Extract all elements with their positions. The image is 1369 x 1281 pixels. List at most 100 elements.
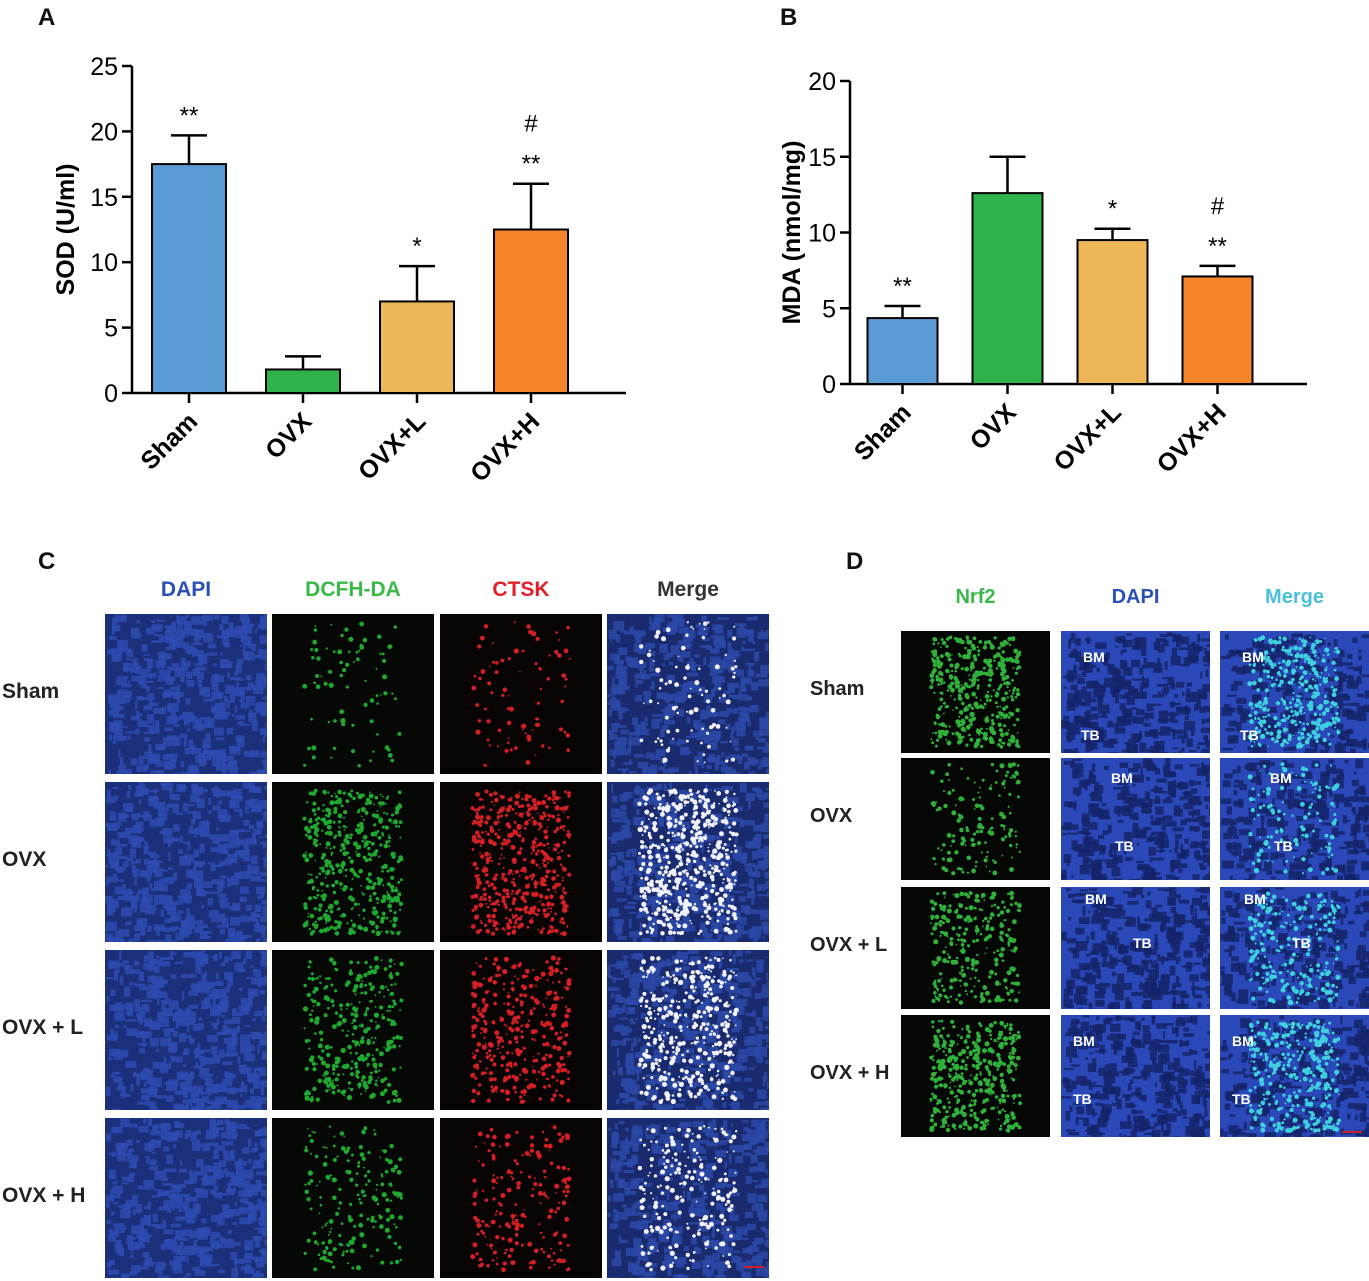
panel-d-row-header-1: OVX bbox=[810, 805, 853, 827]
chart-0-bar-1 bbox=[265, 368, 341, 394]
trabecular-bone-label: TB bbox=[1115, 838, 1134, 854]
bone-marrow-label: BM bbox=[1232, 1033, 1254, 1049]
panel-c-image-tile bbox=[607, 950, 769, 1110]
panel-c-image-tile bbox=[440, 614, 602, 774]
panel-d-image-tile bbox=[901, 758, 1050, 880]
panel-d-column-header-1: DAPI bbox=[1111, 586, 1160, 608]
panel-c-column-header-0: DAPI bbox=[160, 578, 212, 601]
chart-1-bar-3 bbox=[1181, 275, 1254, 385]
chart-0-ylabel: SOD (U/ml) bbox=[52, 164, 80, 296]
chart-1-significance-3-0: ** bbox=[1208, 233, 1227, 260]
chart-1-ytick-label: 20 bbox=[808, 68, 836, 96]
panel-c-row-header-3: OVX + H bbox=[2, 1184, 86, 1207]
chart-0-category-label-2: OVX+L bbox=[353, 407, 431, 485]
chart-1-category-label-0: Sham bbox=[849, 398, 917, 466]
bone-marrow-label: BM bbox=[1111, 770, 1133, 786]
panel-c-image-tile bbox=[607, 1118, 769, 1278]
panel-c-column-header-2: CTSK bbox=[492, 578, 550, 601]
panel-d-image-tile: BM TB bbox=[1220, 758, 1369, 880]
panel-d-image-tile bbox=[901, 887, 1050, 1009]
chart-0-category-label-0: Sham bbox=[135, 407, 203, 475]
panel-d-row-header-2: OVX + L bbox=[810, 934, 888, 956]
chart-1-ytick-label: 0 bbox=[822, 371, 836, 399]
chart-1-ylabel: MDA (nmol/mg) bbox=[778, 141, 806, 325]
bone-marrow-label: BM bbox=[1085, 891, 1107, 907]
chart-1-category-label-1: OVX bbox=[965, 398, 1022, 455]
trabecular-bone-label: TB bbox=[1081, 727, 1100, 743]
panel-d-column-header-2: Merge bbox=[1265, 586, 1324, 608]
panel-d-image-tile: BM TB bbox=[1220, 1015, 1369, 1137]
panel-letter-a: A bbox=[38, 4, 56, 31]
panel-c-image-tile bbox=[440, 950, 602, 1110]
panel-d-column-header-0: Nrf2 bbox=[955, 586, 996, 608]
chart-1-bar-1 bbox=[971, 192, 1044, 385]
chart-0-significance-3-1: # bbox=[524, 111, 538, 138]
panel-d-image-tile bbox=[901, 631, 1050, 753]
bone-marrow-label: BM bbox=[1083, 649, 1105, 665]
trabecular-bone-label: TB bbox=[1292, 935, 1311, 951]
chart-1-ytick-label: 10 bbox=[808, 220, 836, 248]
chart-0-ytick-label: 15 bbox=[90, 184, 118, 212]
panel-d-row-header-3: OVX + H bbox=[810, 1062, 890, 1084]
chart-1-bar-2 bbox=[1076, 239, 1149, 385]
panel-c-image-tile bbox=[272, 614, 434, 774]
panel-d-row-header-0: Sham bbox=[810, 678, 865, 700]
chart-1-significance-3-1: # bbox=[1211, 193, 1225, 220]
bone-marrow-label: BM bbox=[1270, 770, 1292, 786]
bone-marrow-label: BM bbox=[1073, 1033, 1095, 1049]
panel-letter-d: D bbox=[846, 548, 864, 575]
panel-d-image-tile: BM TB bbox=[1220, 631, 1369, 753]
panel-c-image-tile bbox=[272, 1118, 434, 1278]
panel-c-image-tile bbox=[607, 614, 769, 774]
panel-c-image-tile bbox=[105, 1118, 267, 1278]
panel-d-image-tile: BM TB bbox=[1061, 758, 1210, 880]
panel-letter-c: C bbox=[38, 548, 56, 575]
chart-1-bar-0 bbox=[866, 317, 939, 385]
panel-d-image-tile bbox=[901, 1015, 1050, 1137]
trabecular-bone-label: TB bbox=[1232, 1091, 1251, 1107]
sod-bar-chart: 0 5 10 15 20 25 SOD (U/ml) Sham ** OVX OVX+L * OVX+H… bbox=[52, 53, 626, 488]
panel-letter-b: B bbox=[780, 4, 798, 31]
panel-c-image-tile bbox=[105, 614, 267, 774]
chart-1-ytick-label: 5 bbox=[822, 295, 836, 323]
chart-0-significance-2-0: * bbox=[412, 233, 421, 260]
panel-c-image-tile bbox=[607, 782, 769, 942]
panel-c-scale-bar bbox=[744, 1266, 764, 1268]
trabecular-bone-label: TB bbox=[1133, 935, 1152, 951]
trabecular-bone-label: TB bbox=[1073, 1091, 1092, 1107]
panel-d-image-tile: BM TB bbox=[1061, 631, 1210, 753]
chart-1-category-label-2: OVX+L bbox=[1048, 398, 1126, 476]
panel-d-image-tile: BM TB bbox=[1061, 887, 1210, 1009]
chart-0-ytick-label: 25 bbox=[90, 53, 118, 81]
chart-0-bar-2 bbox=[379, 300, 455, 394]
panel-c-image-tile bbox=[105, 950, 267, 1110]
trabecular-bone-label: TB bbox=[1274, 838, 1293, 854]
chart-1-ytick-label: 15 bbox=[808, 144, 836, 172]
chart-0-bar-3 bbox=[493, 228, 569, 394]
panel-c-image-tile bbox=[440, 782, 602, 942]
panel-c-column-header-3: Merge bbox=[657, 578, 719, 601]
chart-0-ytick-label: 0 bbox=[104, 380, 118, 408]
panel-c-image-tile bbox=[440, 1118, 602, 1278]
chart-0-ytick-label: 10 bbox=[90, 249, 118, 277]
chart-0-significance-3-0: ** bbox=[522, 151, 541, 178]
bone-marrow-label: BM bbox=[1244, 891, 1266, 907]
bone-marrow-label: BM bbox=[1242, 649, 1264, 665]
panel-c-image-tile bbox=[272, 950, 434, 1110]
chart-0-category-label-1: OVX bbox=[260, 407, 317, 464]
panel-d-image-tile: BM TB bbox=[1220, 887, 1369, 1009]
panel-d-scale-bar bbox=[1342, 1131, 1362, 1133]
panel-d-image-tile: BM TB bbox=[1061, 1015, 1210, 1137]
trabecular-bone-label: TB bbox=[1240, 727, 1259, 743]
chart-0-bar-0 bbox=[151, 163, 227, 394]
panel-c-row-header-1: OVX bbox=[2, 848, 47, 871]
panel-c-row-header-2: OVX + L bbox=[2, 1016, 84, 1039]
chart-1-significance-0-0: ** bbox=[893, 273, 912, 300]
panel-c-column-header-1: DCFH-DA bbox=[305, 578, 401, 601]
panel-c-image-tile bbox=[105, 782, 267, 942]
chart-1-category-label-3: OVX+H bbox=[1152, 398, 1232, 478]
panel-c-image-tile bbox=[272, 782, 434, 942]
chart-0-ytick-label: 5 bbox=[104, 315, 118, 343]
panel-c-row-header-0: Sham bbox=[2, 680, 60, 703]
mda-bar-chart: 0 5 10 15 20 MDA (nmol/mg) Sham ** OVX OVX+L * OVX+… bbox=[778, 68, 1307, 479]
